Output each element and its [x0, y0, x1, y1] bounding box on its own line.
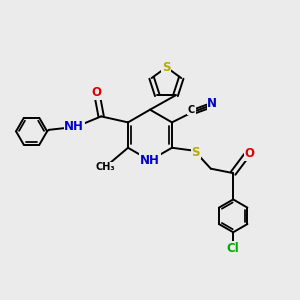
Text: S: S: [192, 146, 200, 159]
Text: S: S: [162, 61, 171, 74]
Text: NH: NH: [64, 120, 84, 134]
Text: N: N: [207, 98, 217, 110]
Text: CH₃: CH₃: [96, 162, 116, 172]
Text: O: O: [92, 86, 102, 99]
Text: O: O: [244, 147, 255, 160]
Text: NH: NH: [140, 154, 160, 167]
Text: Cl: Cl: [227, 242, 240, 255]
Text: C: C: [188, 105, 195, 115]
